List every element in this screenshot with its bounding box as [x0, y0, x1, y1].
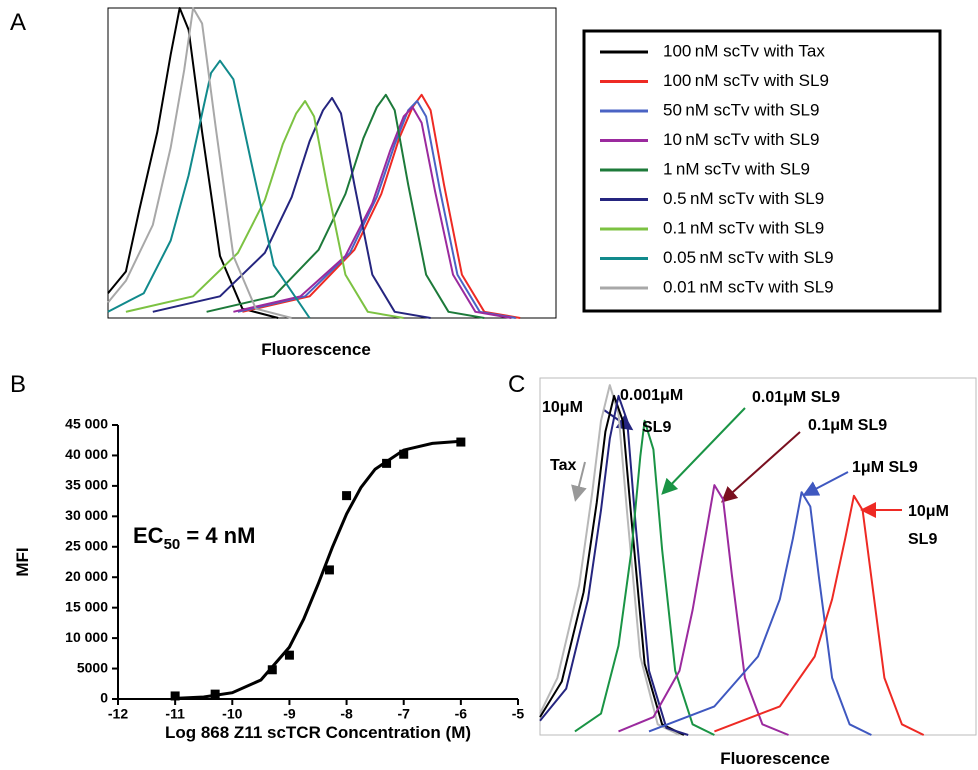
x-tick-label: -12 [108, 706, 128, 722]
y-tick-label: 35 000 [65, 477, 108, 493]
legend-label: 0.01 nM scTv with SL9 [663, 277, 834, 296]
annotation: 10μM [542, 399, 583, 416]
histogram-curve [539, 384, 680, 736]
legend-label: 10 nM scTv with SL9 [663, 130, 819, 149]
data-point [456, 437, 466, 447]
histogram-curve [107, 7, 292, 319]
y-axis-label: MFI [13, 547, 32, 576]
y-tick-label: 20 000 [65, 568, 108, 584]
plot-frame [539, 377, 977, 736]
panel-label: C [508, 371, 525, 398]
x-tick-label: -6 [455, 706, 468, 722]
y-tick-label: 25 000 [65, 537, 108, 553]
x-tick-label: -9 [283, 706, 296, 722]
y-tick-label: 40 000 [65, 446, 108, 462]
x-axis-label: Log 868 Z11 scTCR Concentration (M) [165, 723, 471, 742]
annotation-part: = 4 nM [180, 523, 255, 548]
panel-label: A [10, 9, 26, 36]
data-point [284, 650, 294, 660]
arrow [802, 471, 849, 496]
histogram-curve [648, 491, 872, 736]
arrow [661, 407, 746, 495]
annotation: Tax [550, 457, 576, 474]
data-point [267, 665, 277, 675]
x-tick-label: -8 [340, 706, 353, 722]
histogram-curve [152, 96, 431, 319]
histogram-curve [539, 394, 685, 736]
x-axis-label: Fluorescence [720, 749, 830, 768]
arrow [603, 409, 634, 431]
data-point [382, 458, 392, 468]
legend-label: 0.5 nM scTv with SL9 [663, 189, 824, 208]
legend-label: 0.1 nM scTv with SL9 [663, 218, 824, 237]
histogram-curve [237, 100, 516, 319]
annotation: 0.001μM [620, 387, 683, 404]
histogram-curve [107, 7, 279, 319]
y-tick-label: 0 [100, 690, 108, 706]
histogram-curve [107, 59, 311, 319]
legend-label: 100 nM scTv with Tax [663, 41, 825, 60]
y-tick-label: 10 000 [65, 629, 108, 645]
y-tick-label: 5000 [77, 659, 108, 675]
annotation: 0.1μM SL9 [808, 417, 887, 434]
data-point [324, 565, 334, 575]
x-tick-label: -5 [512, 706, 525, 722]
x-axis-label: Fluorescence [261, 340, 371, 359]
annotation-part: EC [133, 523, 164, 548]
y-tick-label: 45 000 [65, 416, 108, 432]
annotation: 1μM SL9 [852, 459, 918, 476]
histogram-curve [574, 419, 715, 736]
legend-frame [582, 29, 942, 313]
annotation: EC50 = 4 nM [133, 523, 255, 553]
histogram-curve [125, 100, 404, 319]
legend-label: 50 nM scTv with SL9 [663, 100, 819, 119]
histogram-curve [539, 394, 689, 736]
histogram-curve [233, 106, 512, 319]
arrow [571, 461, 587, 502]
data-point [342, 491, 352, 501]
annotation: SL9 [642, 419, 671, 436]
annotation: 0.01μM SL9 [752, 389, 840, 406]
legend-label: 0.05 nM scTv with SL9 [663, 248, 834, 267]
annotation-part: 50 [164, 536, 181, 553]
data-point [399, 449, 409, 459]
x-tick-label: -10 [222, 706, 242, 722]
plot-frame [107, 7, 557, 319]
arrow [721, 431, 801, 503]
annotation: 10μM [908, 503, 949, 520]
histogram-curve [618, 484, 789, 736]
histogram-curve [714, 494, 925, 736]
data-point [170, 691, 180, 701]
histogram-curve [206, 93, 485, 319]
y-tick-label: 30 000 [65, 507, 108, 523]
legend-label: 100 nM scTv with SL9 [663, 71, 829, 90]
legend-label: 1 nM scTv with SL9 [663, 159, 810, 178]
panel-label: B [10, 371, 26, 398]
x-tick-label: -7 [397, 706, 410, 722]
annotation: SL9 [908, 531, 937, 548]
fit-curve [175, 439, 462, 700]
y-tick-label: 15 000 [65, 598, 108, 614]
x-tick-label: -11 [165, 706, 185, 722]
data-point [210, 689, 220, 699]
